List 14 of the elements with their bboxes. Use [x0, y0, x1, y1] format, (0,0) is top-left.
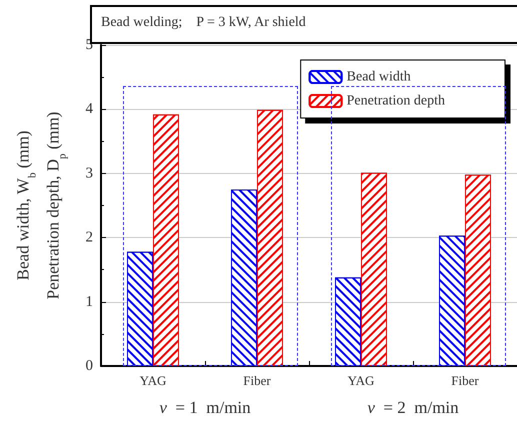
text: v = 2 m/min [366, 398, 460, 418]
text: Bead welding; P = 3 kW, Ar shield [101, 15, 306, 31]
text: v = 1 m/min [158, 398, 252, 418]
x-tick-label: Fiber [243, 373, 272, 388]
x-tick-label: YAG [140, 373, 166, 388]
x-tick-label: Fiber [451, 373, 480, 388]
y-tick-label: 0 [86, 358, 93, 374]
y-tick-label: 3 [86, 165, 93, 182]
legend-label: Penetration depth [346, 94, 446, 108]
y-tick-label: 4 [86, 101, 94, 118]
x-tick-label: YAG [348, 373, 374, 388]
legend-label: Bead width [346, 70, 411, 84]
y-tick-label: 2 [86, 230, 93, 246]
y-tick-label: 1 [86, 294, 93, 310]
